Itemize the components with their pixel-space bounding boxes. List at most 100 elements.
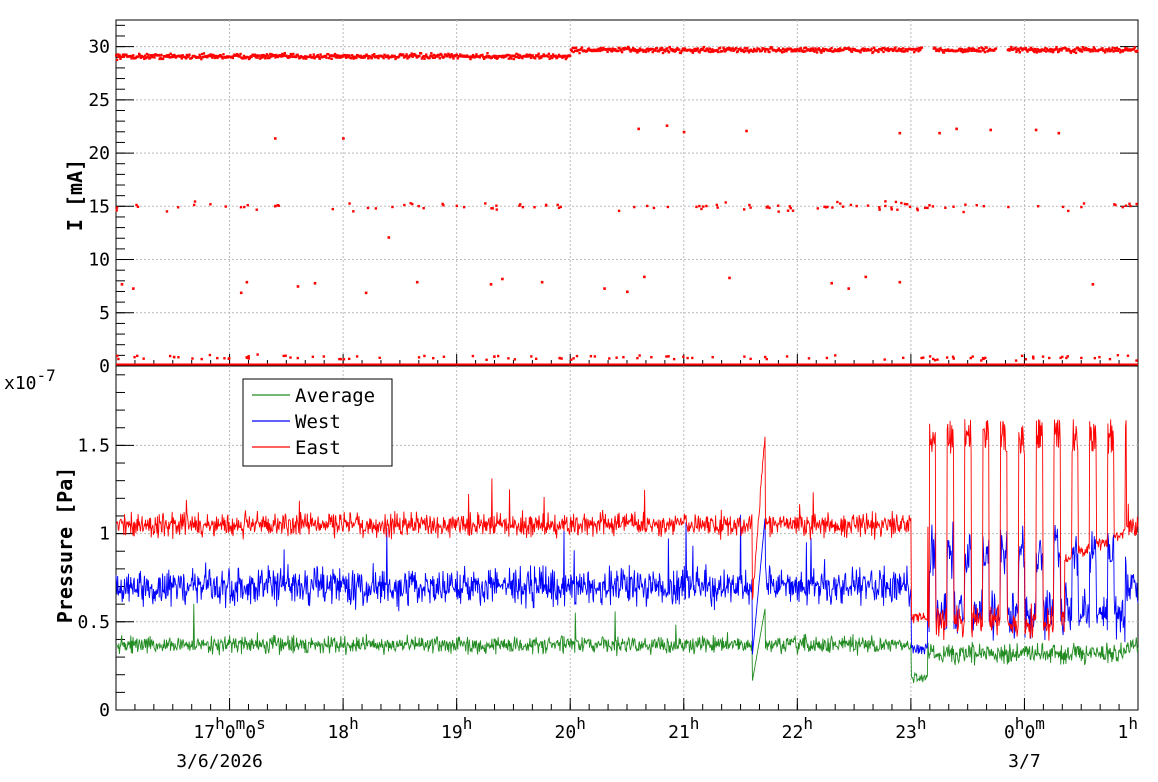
current-point [546,55,550,58]
current-point [906,49,909,53]
current-point [433,56,436,59]
current-point [768,50,771,54]
current-point [209,203,212,206]
current-point [643,49,647,52]
current-point [161,57,165,61]
current-point [1091,48,1094,51]
current-point [143,54,147,57]
current-point [534,57,537,60]
current-point [303,56,306,59]
current-point [1054,48,1057,51]
pressure-panel: 0 0.5 1 1.5 Pressure [Pa] x10-7 Average Wes… [4,365,1139,721]
current-point [701,47,705,50]
current-point [702,45,706,49]
current-point [275,53,278,57]
current-point [363,56,367,59]
current-point [387,57,390,60]
current-point [405,53,408,56]
current-point [1078,47,1081,51]
current-point [456,57,459,60]
current-point [792,49,796,52]
current-point [791,48,794,52]
current-point [752,50,755,53]
current-point [236,54,240,57]
current-point [263,54,266,58]
current-point [131,55,134,58]
current-point [834,354,837,357]
current-point [832,49,836,53]
x-tick-label: 19h [441,714,472,743]
current-point [599,47,602,50]
current-point [265,53,269,56]
current-point [710,49,713,52]
current-point [1064,47,1068,50]
current-point [270,55,273,58]
current-point [345,54,349,57]
current-point [603,287,606,290]
current-point [219,54,223,57]
y-tick-label: 0.5 [77,612,110,633]
current-point [1098,355,1101,359]
current-point [830,281,833,285]
current-point [849,203,853,207]
current-point [652,206,656,210]
current-point [430,55,434,58]
current-point [763,355,767,359]
current-point [1085,46,1088,50]
current-point [366,54,369,58]
current-point [747,51,751,54]
current-point [698,204,701,208]
current-point [901,50,904,53]
current-point [493,56,497,59]
current-point [748,203,751,207]
current-point [637,49,641,53]
current-point [939,47,942,50]
current-zero-band [116,363,1138,367]
current-point [1031,355,1035,358]
current-point [212,53,215,57]
current-point [554,54,557,57]
current-point [530,355,533,358]
current-point [121,53,125,56]
current-point [1074,51,1078,55]
current-point [415,280,419,284]
current-point [490,56,493,60]
current-point [896,49,900,52]
current-point [254,56,258,59]
current-point [968,49,971,52]
current-point [765,357,768,361]
current-point [384,54,387,57]
current-point [422,54,425,58]
current-point [994,47,998,50]
current-point [366,206,370,210]
current-point [596,49,599,53]
current-point [539,56,543,59]
current-point [595,48,598,51]
current-point [890,208,893,211]
current-point [1072,48,1075,52]
current-point [137,52,141,56]
current-point [312,53,315,56]
current-point [129,54,132,58]
current-point [507,57,511,60]
current-point [336,56,339,59]
current-point [344,54,347,57]
current-point [633,48,637,51]
current-plot-frame [115,19,1139,367]
current-point [452,57,455,60]
current-point [659,47,662,50]
current-point [1060,49,1063,52]
current-point [765,206,768,209]
current-point [494,54,498,58]
current-point [836,200,839,204]
current-point [807,357,811,360]
current-point [696,47,700,50]
current-point [728,46,731,50]
current-point [515,52,518,56]
current-point [361,56,365,59]
current-point [785,355,789,358]
current-point [248,56,252,60]
current-point [686,356,689,360]
current-point [557,206,561,210]
current-point [574,46,578,50]
